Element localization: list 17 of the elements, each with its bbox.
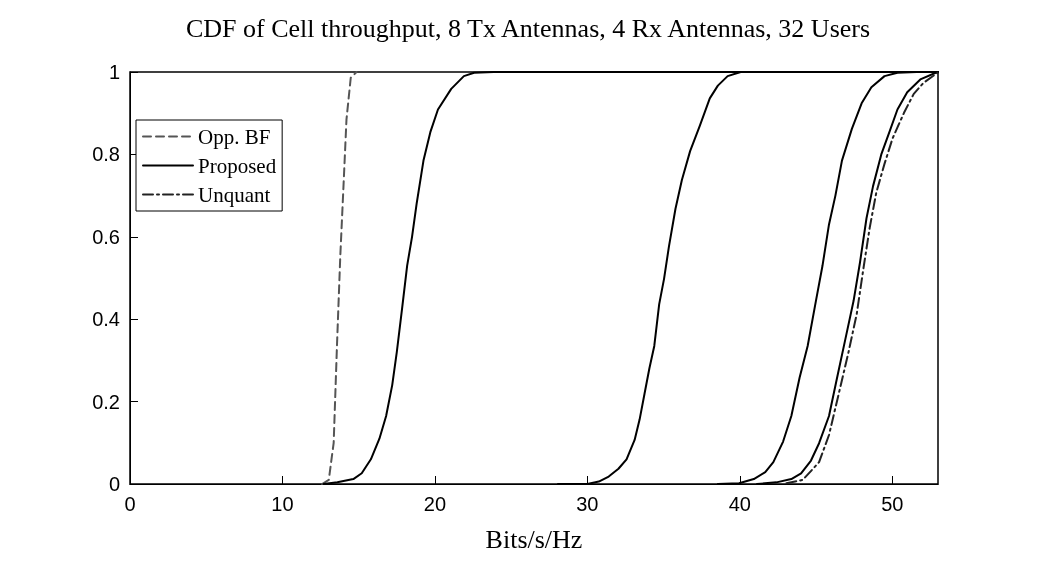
- y-tick-label: 0.8: [92, 143, 120, 166]
- legend-label: Opp. BF: [198, 124, 271, 149]
- x-tick-label: 50: [881, 493, 904, 515]
- x-tick-label: 40: [728, 493, 751, 515]
- y-tick-label: 0: [108, 473, 120, 495]
- legend-label: Unquant: [198, 182, 271, 207]
- y-tick-label: 1: [108, 61, 120, 83]
- x-tick-label: 20: [423, 493, 447, 515]
- y-tick-label: 0.6: [92, 225, 120, 248]
- x-tick-label: 10: [271, 493, 294, 515]
- x-tick-label: 30: [576, 493, 599, 515]
- chart-title: CDF of Cell throughput, 8 Tx Antennas, 4 Rx Antennas, 32 Users: [185, 13, 871, 43]
- y-tick-label: 0.4: [92, 308, 120, 331]
- y-tick-label: 0.2: [92, 390, 120, 413]
- x-tick-label: 0: [124, 493, 136, 515]
- x-axis-title: Bits/s/Hz: [485, 524, 583, 554]
- legend-label: Proposed: [198, 153, 277, 178]
